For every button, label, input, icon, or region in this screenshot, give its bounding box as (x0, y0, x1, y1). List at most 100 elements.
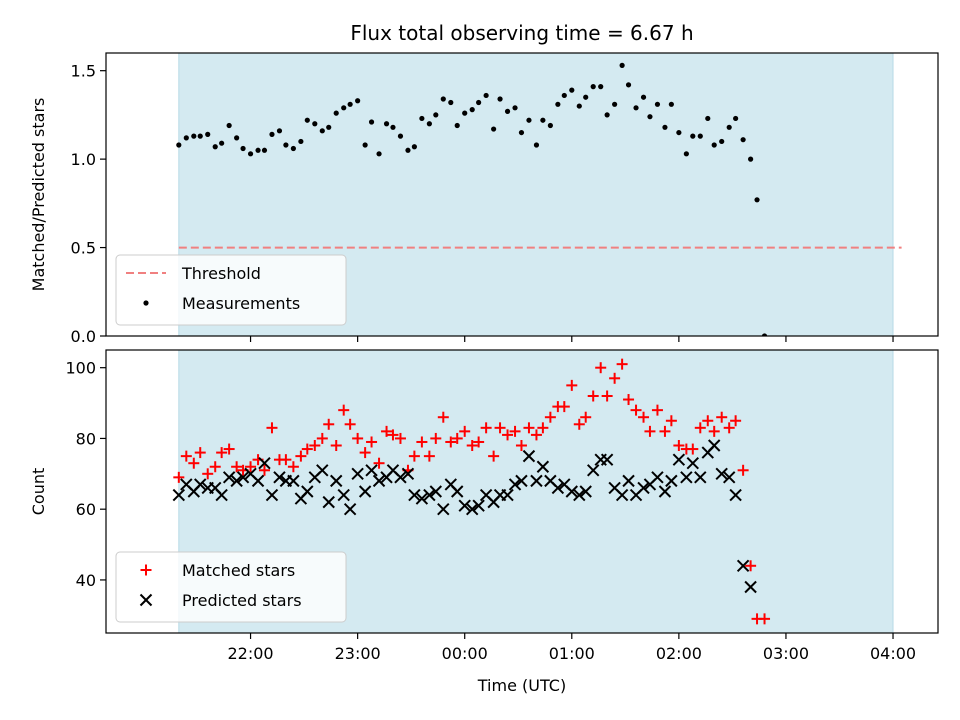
data-point (683, 151, 689, 157)
y-tick-label: 60 (76, 500, 96, 519)
data-point (625, 82, 632, 88)
data-point (326, 124, 332, 130)
data-point (565, 485, 578, 498)
data-point (705, 115, 711, 122)
data-point (304, 117, 310, 123)
series-measurements (176, 62, 768, 336)
legend-swatch (139, 593, 153, 607)
data-point (469, 107, 475, 113)
data-point (651, 404, 663, 416)
data-point (533, 142, 540, 148)
x-tick-label: 00:00 (442, 644, 488, 663)
data-point (536, 460, 550, 473)
data-point (665, 474, 678, 488)
data-point (373, 457, 385, 469)
data-point (290, 145, 296, 152)
data-point (598, 84, 604, 90)
data-point (343, 502, 357, 516)
legend-swatch (143, 300, 149, 306)
data-point (202, 468, 214, 480)
data-point (437, 411, 449, 423)
data-point (255, 147, 261, 153)
data-point (580, 411, 592, 423)
data-point (301, 485, 314, 498)
data-point (512, 105, 518, 111)
data-point (415, 492, 429, 505)
data-point (355, 98, 361, 104)
data-point (476, 99, 482, 106)
data-point (600, 453, 614, 466)
legend: Matched stars Predicted stars (115, 551, 347, 623)
data-point (515, 474, 528, 488)
data-point (298, 138, 304, 145)
data-point (451, 485, 464, 498)
ratio-panel: 0.0 0.5 1.0 1.5 Matched/Predicted stars Thres… (29, 52, 939, 346)
x-tick-label: 04:00 (870, 644, 916, 663)
y-tick-label: 0.0 (71, 327, 96, 346)
data-point (609, 372, 621, 384)
data-point (726, 124, 732, 130)
data-point (194, 478, 207, 491)
data-point (694, 471, 707, 484)
data-point (615, 488, 629, 502)
data-point (616, 358, 628, 370)
data-point (440, 96, 446, 102)
data-point (173, 471, 185, 483)
data-point (651, 471, 664, 484)
data-point (408, 450, 420, 462)
data-point (587, 390, 599, 402)
data-point (491, 126, 497, 132)
data-point (729, 488, 742, 502)
data-point (668, 101, 674, 107)
data-point (172, 488, 186, 502)
data-point (673, 440, 685, 452)
data-point (595, 362, 607, 374)
x-tick-label: 03:00 (763, 644, 809, 663)
data-point (640, 94, 647, 100)
series-predicted-stars (172, 439, 757, 594)
data-point (526, 117, 532, 123)
data-point (445, 436, 457, 448)
data-point (694, 422, 706, 434)
data-point (323, 418, 335, 430)
data-point (458, 499, 471, 512)
data-point (518, 129, 525, 136)
data-point (501, 488, 514, 502)
data-point (587, 464, 600, 477)
data-point (411, 144, 417, 150)
data-point (523, 422, 535, 434)
data-point (569, 87, 575, 93)
data-point (502, 429, 514, 441)
data-point (662, 124, 668, 130)
data-point (266, 422, 278, 434)
data-point (240, 145, 246, 152)
data-point (508, 478, 522, 491)
data-point (437, 502, 450, 516)
data-point (287, 461, 299, 473)
data-point (429, 485, 443, 498)
data-point (622, 474, 635, 488)
data-point (462, 110, 468, 116)
data-point (423, 488, 436, 502)
data-point (258, 464, 270, 476)
data-point (583, 94, 589, 100)
data-point (319, 128, 325, 134)
data-point (194, 447, 206, 459)
data-point (561, 92, 567, 99)
data-point (530, 474, 543, 488)
data-point (316, 432, 328, 444)
data-point (676, 129, 682, 136)
data-point (322, 495, 335, 509)
data-point (209, 461, 221, 473)
data-point (191, 133, 197, 139)
series-matched-stars (173, 358, 771, 625)
x-tick-label: 23:00 (335, 644, 381, 663)
data-point (454, 122, 460, 129)
data-point (312, 121, 318, 127)
data-point (247, 151, 254, 157)
chart-title: Flux total observing time = 6.67 h (350, 21, 693, 45)
data-point (381, 425, 393, 437)
data-point (504, 108, 511, 114)
data-point (604, 112, 610, 118)
data-point (433, 112, 439, 118)
